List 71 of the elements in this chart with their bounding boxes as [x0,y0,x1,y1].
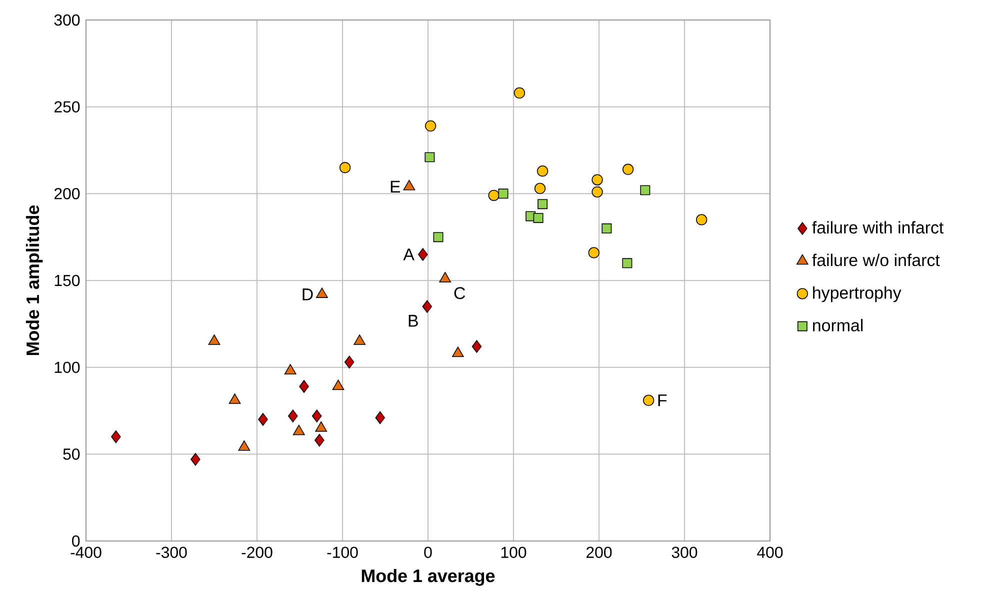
y-tick-label: 50 [63,448,80,460]
x-tick-label: 200 [586,546,612,558]
y-tick-label: 100 [54,362,80,373]
point [488,190,500,201]
point [433,232,444,242]
point [592,174,603,186]
x-tick-label: -300 [156,546,187,558]
point [190,453,200,466]
point [533,213,544,223]
point [332,380,344,390]
annotation: F [658,394,667,406]
y-tick-label: 150 [54,274,80,286]
y-tick-label: 250 [54,101,80,112]
point [643,394,654,406]
legend-label: hypertrophy [813,286,902,302]
point [375,411,385,424]
point [452,346,464,358]
x-tick-label: -400 [70,546,102,558]
point [258,413,268,426]
point [622,258,632,268]
point [288,410,298,422]
y-tick-label: 0 [72,535,80,547]
y-axis-title: Mode 1 amplitude [26,205,43,356]
point [284,364,296,374]
annotation: D [302,288,313,300]
point [299,380,309,393]
point [592,186,603,198]
point [424,120,436,132]
point [622,164,634,175]
x-tick-label: -200 [242,546,272,558]
point [439,272,452,282]
point [238,440,250,451]
x-tick-label: 400 [757,546,783,558]
x-tick-label: -100 [327,546,358,558]
point [208,334,220,345]
point [514,87,526,99]
annotation: A [403,248,414,260]
point [536,166,548,177]
point [354,334,366,345]
point [339,162,351,174]
y-tick-label: 200 [54,188,80,200]
point [422,300,432,313]
point [314,434,324,447]
x-tick-label: 100 [501,546,526,558]
annotation: B [408,314,418,327]
legend-label: failure w/o infarct [812,254,940,266]
point [111,430,121,444]
legend-label: normal [813,318,863,332]
point [315,421,328,432]
annotation: E [390,180,400,193]
point [696,214,708,226]
x-axis-title: Mode 1 average [362,569,495,586]
point [344,356,354,368]
point [534,182,546,194]
point [424,152,435,162]
annotation: C [454,287,466,300]
y-tick-label: 300 [54,14,80,26]
point [602,223,612,234]
point [538,199,548,210]
x-tick-label: 300 [672,546,698,558]
point [640,185,650,196]
x-tick-label: 0 [424,546,432,558]
point [498,188,508,199]
point [472,340,482,353]
point [316,288,328,298]
point [588,247,600,258]
point [418,248,428,261]
point [312,410,322,422]
point [292,424,305,436]
point [228,394,241,404]
legend-label: failure with infarct [812,221,944,234]
